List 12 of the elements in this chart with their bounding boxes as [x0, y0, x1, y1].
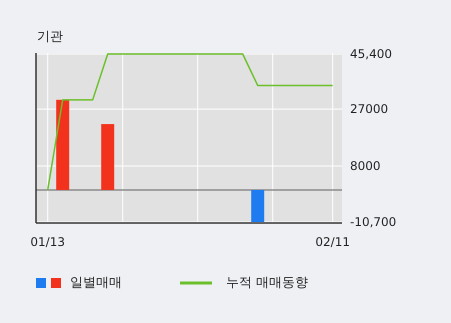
y-tick-label: -10,700: [350, 215, 396, 229]
bar: [251, 190, 264, 222]
bar: [56, 100, 70, 190]
chart-title: 기관: [37, 30, 63, 44]
x-tick-label: 02/11: [315, 235, 350, 249]
legend-label: 누적 매매동향: [226, 276, 308, 290]
y-tick-label: 8000: [350, 159, 381, 173]
y-tick-label: 45,400: [350, 47, 392, 61]
y-tick-label: 27000: [350, 102, 388, 116]
legend-label: 일별매매: [70, 276, 122, 290]
bar: [101, 124, 114, 190]
x-tick-label: 01/13: [30, 235, 65, 249]
